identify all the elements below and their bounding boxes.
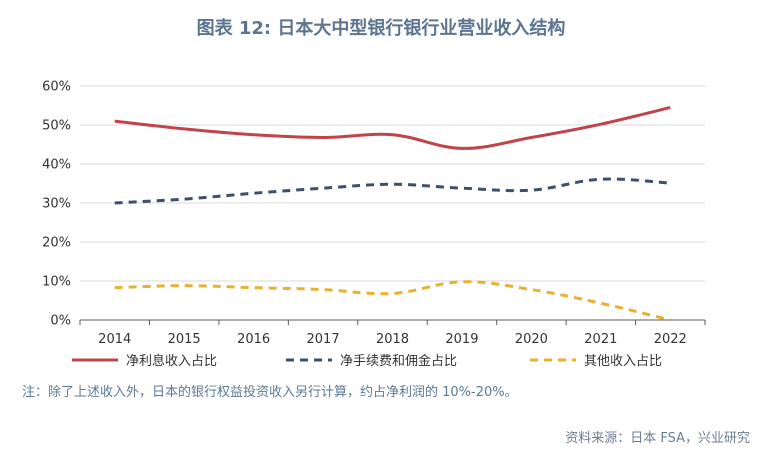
chart-title: 图表 12: 日本大中型银行银行业营业收入结构 — [197, 17, 566, 39]
y-tick-label: 40% — [42, 158, 71, 173]
y-tick-label: 50% — [42, 119, 71, 134]
legend: 净利息收入占比 净手续费和佣金占比 其他收入占比 — [72, 353, 662, 369]
x-tick-label: 2017 — [307, 332, 340, 347]
y-tick-label: 30% — [42, 197, 71, 212]
y-tick-label: 60% — [42, 80, 71, 95]
legend-label: 其他收入占比 — [584, 354, 662, 369]
y-tick-label: 0% — [50, 314, 71, 329]
series-line-3 — [114, 280, 671, 322]
y-tick-label: 10% — [42, 275, 71, 290]
legend-label: 净手续费和佣金占比 — [340, 353, 457, 369]
x-tick-label: 2021 — [584, 332, 617, 347]
x-tick-label: 2018 — [376, 332, 409, 347]
y-tick-label: 20% — [42, 236, 71, 251]
gridlines — [80, 85, 705, 282]
x-tick-label: 2015 — [168, 332, 201, 347]
x-tick-label: 2022 — [654, 332, 687, 347]
x-tick-label: 2016 — [237, 332, 270, 347]
x-tick-label: 2014 — [98, 332, 131, 347]
x-tick-label: 2019 — [445, 332, 478, 347]
series-line-2 — [114, 177, 671, 205]
legend-label: 净利息收入占比 — [126, 353, 217, 369]
x-tick-label: 2020 — [515, 332, 548, 347]
axes: 0% 10% 20% 30% 40% 50% 60% 2014 2015 2016 2017 2018… — [42, 80, 706, 347]
footnote: 注：除了上述收入外，日本的银行权益投资收入另行计算，约占净利润的 10%-20%… — [22, 385, 518, 400]
source-credit: 资料来源：日本 FSA，兴业研究 — [565, 431, 750, 446]
series-line-1 — [114, 105, 671, 150]
series-lines — [114, 105, 671, 322]
